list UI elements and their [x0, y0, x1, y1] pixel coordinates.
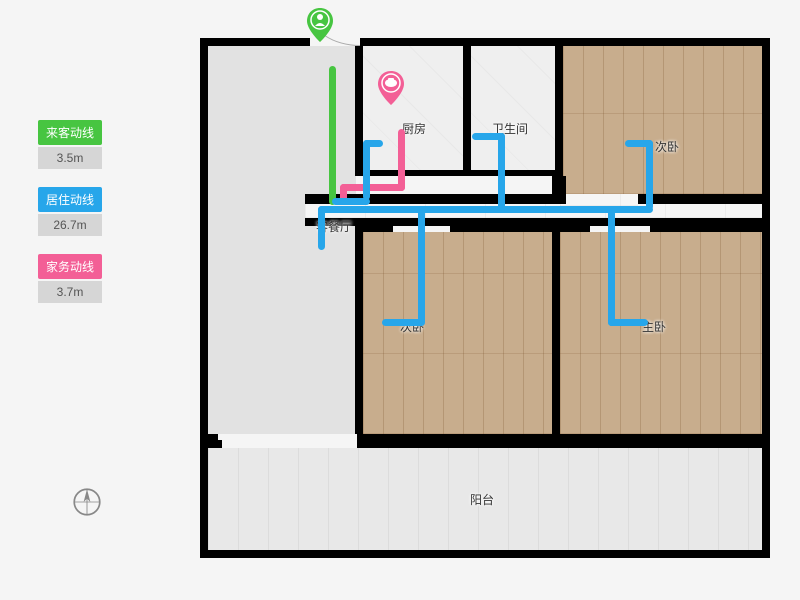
- entry-pin: [307, 8, 333, 42]
- pins-layer: [0, 0, 800, 600]
- kitchen-pin: [378, 71, 404, 105]
